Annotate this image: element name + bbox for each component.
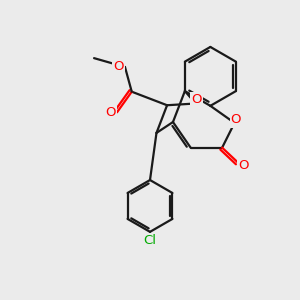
Text: O: O xyxy=(231,113,241,127)
Text: O: O xyxy=(191,93,202,106)
Text: Cl: Cl xyxy=(143,234,157,247)
Text: O: O xyxy=(238,159,249,172)
Text: O: O xyxy=(113,60,124,73)
Text: O: O xyxy=(105,106,116,119)
